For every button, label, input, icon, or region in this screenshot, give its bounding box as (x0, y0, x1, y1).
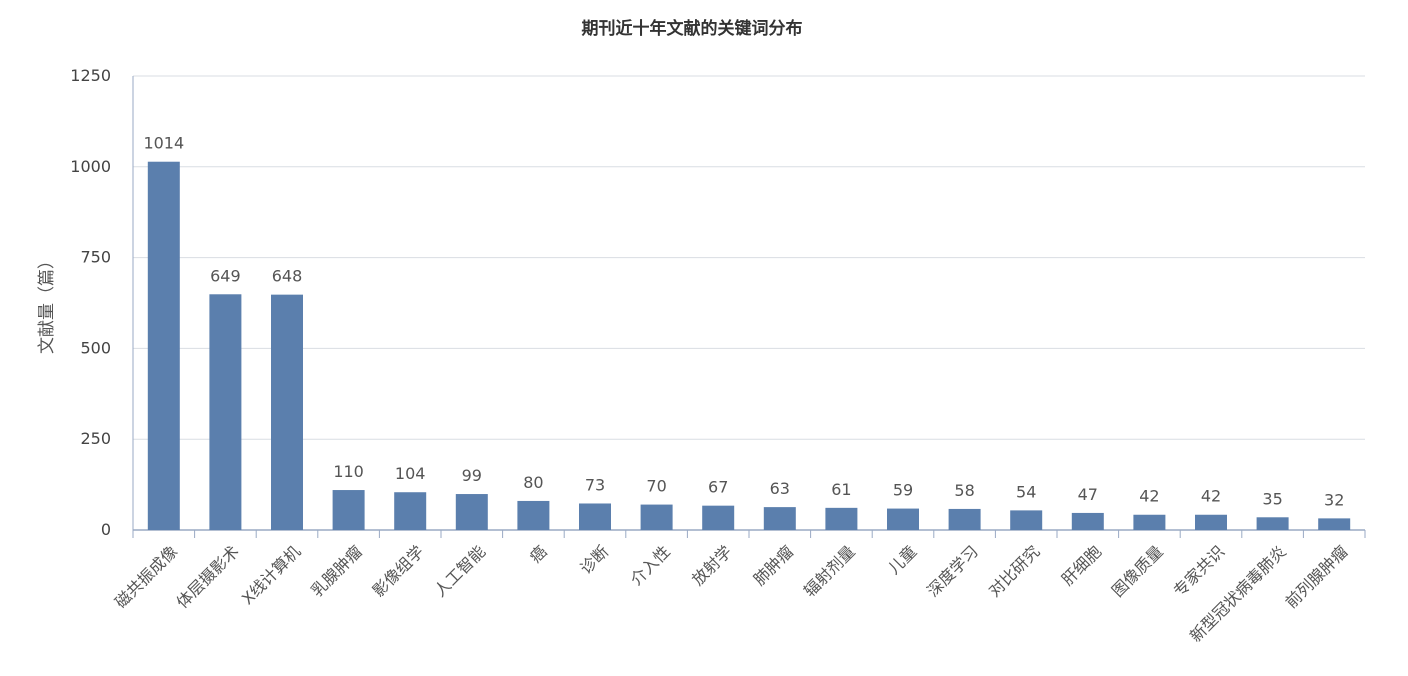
data-label: 61 (831, 480, 851, 499)
category-label: 磁共振成像 (111, 542, 181, 612)
bar (948, 508, 981, 530)
bar (763, 507, 796, 530)
data-label: 47 (1078, 485, 1098, 504)
bar (517, 500, 550, 530)
bar (209, 294, 242, 530)
y-tick-label: 750 (80, 248, 111, 267)
category-label: 图像质量 (1108, 542, 1167, 601)
category-label: 癌 (526, 542, 551, 567)
category-label: X线计算机 (238, 542, 304, 608)
category-label: 儿童 (884, 542, 920, 578)
data-label: 58 (954, 481, 974, 500)
category-label: 前列腺肿瘤 (1281, 542, 1351, 612)
category-label: 对比研究 (985, 542, 1044, 601)
category-label: 专家共识 (1170, 542, 1229, 601)
category-label: 深度学习 (923, 542, 982, 601)
category-label: 影像组学 (369, 542, 428, 601)
bar (332, 490, 365, 530)
chart-title: 期刊近十年文献的关键词分布 (581, 19, 803, 39)
y-tick-label: 0 (101, 520, 111, 539)
bar (1256, 517, 1289, 530)
bar (825, 507, 858, 530)
data-label: 67 (708, 478, 728, 497)
y-axis-label: 文献量（篇） (37, 252, 57, 354)
bar (1318, 518, 1351, 530)
bar (147, 161, 180, 530)
data-label: 42 (1201, 487, 1221, 506)
bar (702, 505, 735, 530)
data-label: 73 (585, 475, 605, 494)
y-tick-label: 1250 (70, 66, 111, 85)
data-label: 54 (1016, 482, 1036, 501)
data-label: 35 (1262, 489, 1282, 508)
category-label: 乳腺肿瘤 (307, 542, 366, 601)
data-label: 648 (272, 267, 303, 286)
data-label: 32 (1324, 490, 1344, 509)
category-label: 肺肿瘤 (750, 542, 797, 589)
data-label: 99 (462, 466, 482, 485)
data-label: 104 (395, 464, 426, 483)
data-label: 110 (333, 462, 364, 481)
data-label: 63 (770, 479, 790, 498)
data-label: 80 (523, 473, 543, 492)
category-label: 诊断 (576, 542, 612, 578)
data-label: 59 (893, 481, 913, 500)
bar (579, 503, 611, 530)
bar (1133, 514, 1166, 530)
category-label: 辐射剂量 (800, 542, 859, 601)
y-tick-label: 250 (80, 429, 111, 448)
bar (1195, 514, 1227, 530)
data-label: 649 (210, 266, 241, 285)
bar (394, 492, 427, 530)
category-label: 肝细胞 (1058, 542, 1105, 589)
bar (1071, 512, 1104, 530)
data-label: 70 (646, 477, 666, 496)
data-label: 42 (1139, 487, 1159, 506)
y-tick-label: 500 (80, 338, 111, 357)
category-label: 体层摄影术 (173, 542, 243, 612)
bar (640, 504, 673, 530)
bar (1010, 510, 1043, 530)
category-label: 放射学 (688, 542, 735, 589)
y-tick-label: 1000 (70, 157, 111, 176)
bar (271, 294, 303, 530)
bar (455, 494, 488, 530)
bar (887, 508, 919, 530)
category-label: 介入性 (627, 542, 674, 589)
data-label: 1014 (143, 134, 184, 153)
category-label: 人工智能 (430, 542, 489, 601)
